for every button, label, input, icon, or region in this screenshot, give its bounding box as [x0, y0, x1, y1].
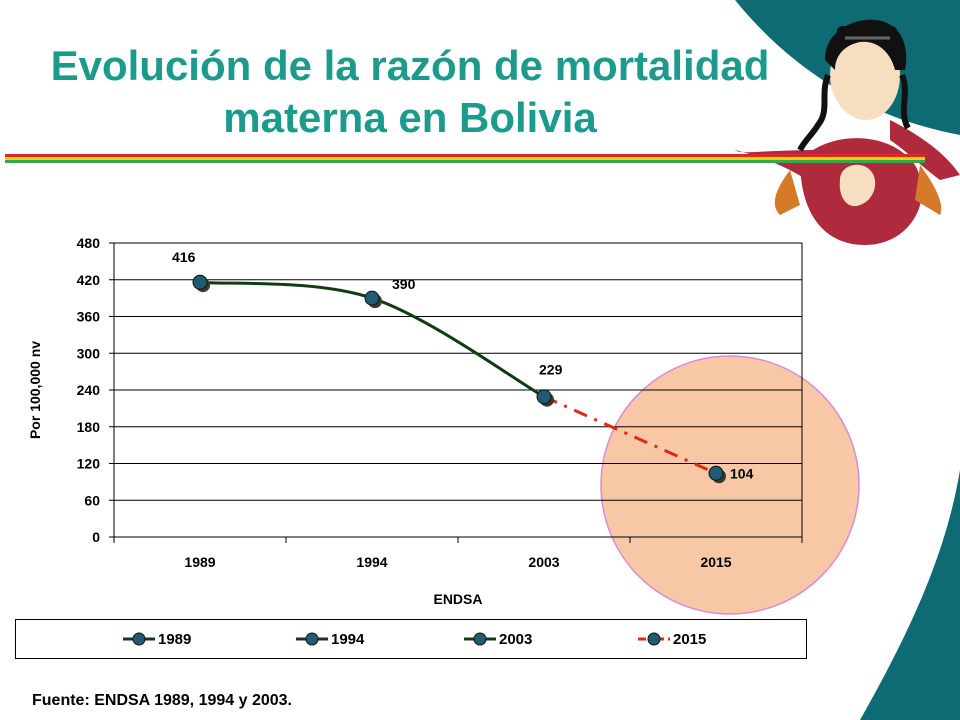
y-tick-label: 480 [77, 235, 101, 251]
legend-marker-2015 [638, 632, 670, 646]
legend-label-2003: 2003 [499, 630, 533, 648]
legend-item-1994: 1994 [296, 629, 364, 649]
legend-item-1989: 1989 [123, 629, 191, 649]
data-point-2003 [536, 389, 552, 405]
series-line-2015 [543, 395, 717, 475]
teal-band-bottom [860, 470, 960, 720]
data-label-2003: 229 [539, 362, 563, 378]
data-point-1989 [192, 274, 208, 290]
x-tick-label: 1994 [356, 554, 387, 570]
legend-marker-2003 [464, 632, 496, 646]
y-tick-label: 360 [77, 309, 101, 325]
stripe-red [5, 154, 925, 157]
x-tick-label: 2015 [700, 554, 731, 570]
legend-marker-1989 [123, 632, 155, 646]
bolivian-woman-with-baby-illustration [735, 19, 960, 245]
legend-item-2015: 2015 [638, 629, 706, 649]
legend-item-2003: 2003 [464, 629, 532, 649]
stripe-green [5, 160, 925, 163]
title-line-2: materna en Bolivia [223, 94, 597, 141]
legend-label-2015: 2015 [673, 630, 707, 648]
y-tick-label: 420 [77, 272, 101, 288]
y-tick-label: 60 [84, 492, 100, 508]
title-line-1: Evolución de la razón de mortalidad [50, 42, 770, 89]
data-label-1989: 416 [172, 249, 196, 265]
data-label-1994: 390 [392, 276, 416, 292]
legend-label-1989: 1989 [158, 630, 192, 648]
x-tick-label: 1989 [184, 554, 215, 570]
x-tick-label: 2003 [528, 554, 559, 570]
y-tick-label: 0 [92, 529, 100, 545]
data-point-1994 [364, 290, 380, 306]
chart-legend: 1989 1994 2003 2015 [15, 619, 807, 659]
y-tick-label: 300 [77, 345, 101, 361]
stripe-yellow [5, 157, 925, 160]
highlight-circle [600, 355, 860, 615]
legend-marker-1994 [296, 632, 328, 646]
source-note: Fuente: ENDSA 1989, 1994 y 2003. [32, 692, 292, 709]
y-tick-label: 240 [77, 382, 101, 398]
data-label-2015: 104 [730, 465, 754, 481]
x-axis-title: ENDSA [433, 591, 482, 607]
y-tick-label: 180 [77, 419, 101, 435]
y-axis-title: Por 100,000 nv [27, 341, 43, 439]
legend-label-1994: 1994 [331, 630, 365, 648]
page-title: Evolución de la razón de mortalidad mate… [20, 40, 800, 144]
y-tick-label: 120 [77, 456, 101, 472]
data-point-2015 [708, 465, 724, 481]
